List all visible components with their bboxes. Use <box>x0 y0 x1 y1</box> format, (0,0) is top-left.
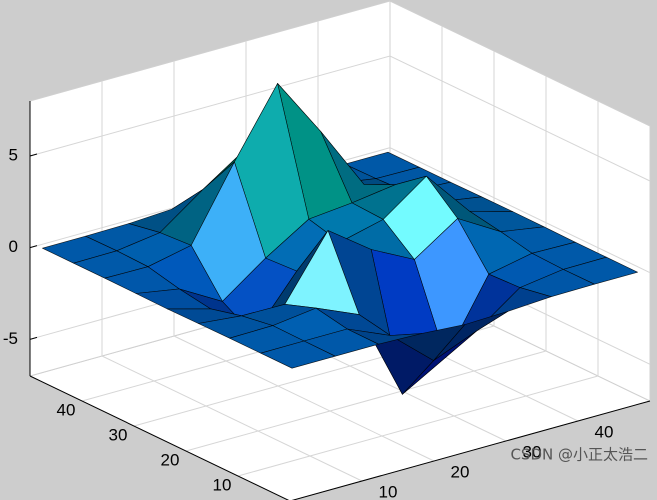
grid-line <box>101 81 363 482</box>
x-tick-label: 30 <box>523 442 542 461</box>
surface-patch <box>260 340 336 369</box>
axis-line <box>291 400 651 500</box>
watermark: CSDN @小正太浩二 <box>510 446 648 464</box>
x-tick-label: 20 <box>451 462 470 481</box>
grid-line <box>133 51 495 427</box>
y-tick-label: 20 <box>161 450 180 469</box>
x-tick-label: 40 <box>595 422 614 441</box>
tick-mark <box>29 336 38 340</box>
grid-line <box>185 76 547 452</box>
tick-mark <box>29 245 38 249</box>
x-tick-label: 10 <box>379 482 398 500</box>
y-tick-label: 30 <box>109 425 128 444</box>
z-tick-label: 0 <box>9 237 18 256</box>
grid-line <box>29 147 651 274</box>
z-tick-label: 5 <box>9 145 18 164</box>
grid-line <box>237 101 599 477</box>
grid-line <box>29 55 651 182</box>
y-tick-label: 40 <box>57 400 76 419</box>
y-tick-label: 10 <box>213 475 232 494</box>
axis-line <box>29 375 290 500</box>
grid-line <box>173 61 435 462</box>
tick-mark <box>29 153 38 157</box>
z-tick-label: -5 <box>3 329 18 348</box>
